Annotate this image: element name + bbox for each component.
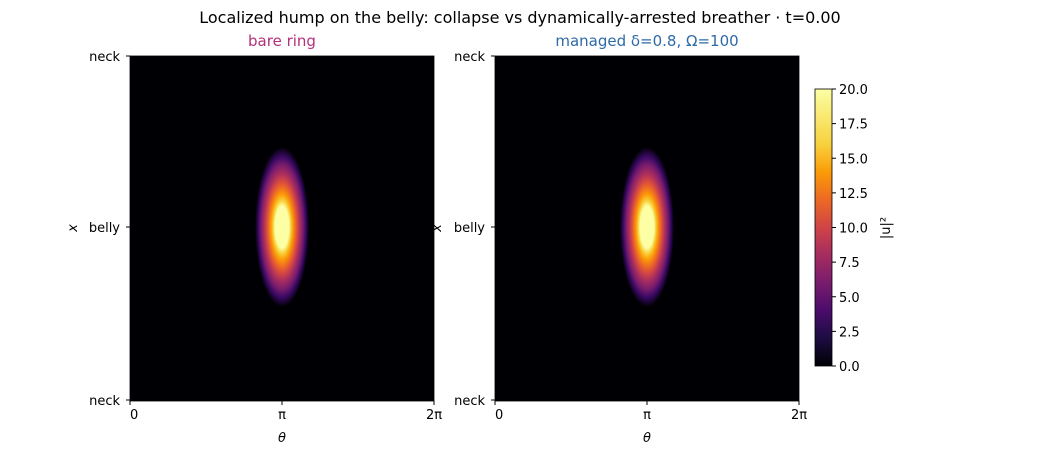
y-tick-label: neck [89, 50, 120, 65]
x-tick-label: π [278, 408, 286, 423]
y-tick-label: neck [454, 50, 485, 65]
heatmap-hump [255, 147, 309, 307]
panel-title-bare-ring: bare ring [248, 32, 316, 50]
x-tick-label: 0 [495, 408, 503, 423]
x-ticks: 0 π 2π [129, 401, 442, 423]
colorbar-tick-label: 20.0 [839, 83, 868, 98]
colorbar-gradient [814, 88, 833, 367]
y-axis-label: x [66, 224, 81, 233]
x-ticks: 0 π 2π [494, 401, 807, 423]
x-tick-label: 0 [130, 408, 138, 423]
panel-managed: managed δ=0.8, Ω=100 0 π 2π neck belly n… [430, 32, 807, 446]
y-tick-label: belly [454, 221, 485, 236]
colorbar-tick-label: 2.5 [839, 325, 860, 340]
colorbar-tick-label: 5.0 [839, 291, 860, 306]
y-axis-label: x [430, 224, 445, 233]
colorbar-ticks: 0.0 2.5 5.0 7.5 10.0 12.5 15.0 17.5 20.0 [832, 83, 868, 375]
y-tick-label: belly [89, 221, 120, 236]
y-ticks: neck belly neck [454, 50, 495, 409]
y-tick-label: neck [454, 394, 485, 409]
x-tick-label: π [643, 408, 651, 423]
panel-bare-ring: bare ring 0 π 2π neck belly neck θ x [66, 32, 442, 446]
panel-title-managed: managed δ=0.8, Ω=100 [555, 32, 738, 50]
heatmap-hump [620, 147, 674, 307]
x-axis-label: θ [278, 431, 286, 446]
colorbar-tick-label: 15.0 [839, 152, 868, 167]
colorbar-tick-label: 10.0 [839, 222, 868, 237]
colorbar-tick-label: 17.5 [839, 118, 868, 133]
colorbar-tick-label: 12.5 [839, 187, 868, 202]
x-tick-label: 2π [426, 408, 442, 423]
x-tick-label: 2π [791, 408, 807, 423]
colorbar: 0.0 2.5 5.0 7.5 10.0 12.5 15.0 17.5 20.0 |u|² [814, 83, 894, 375]
figure-title: Localized hump on the belly: collapse vs… [199, 8, 840, 27]
colorbar-label: |u|² [879, 217, 894, 239]
x-axis-label: θ [643, 431, 651, 446]
y-tick-label: neck [89, 394, 120, 409]
colorbar-tick-label: 0.0 [839, 360, 860, 375]
colorbar-tick-label: 7.5 [839, 256, 860, 271]
y-ticks: neck belly neck [89, 50, 130, 409]
